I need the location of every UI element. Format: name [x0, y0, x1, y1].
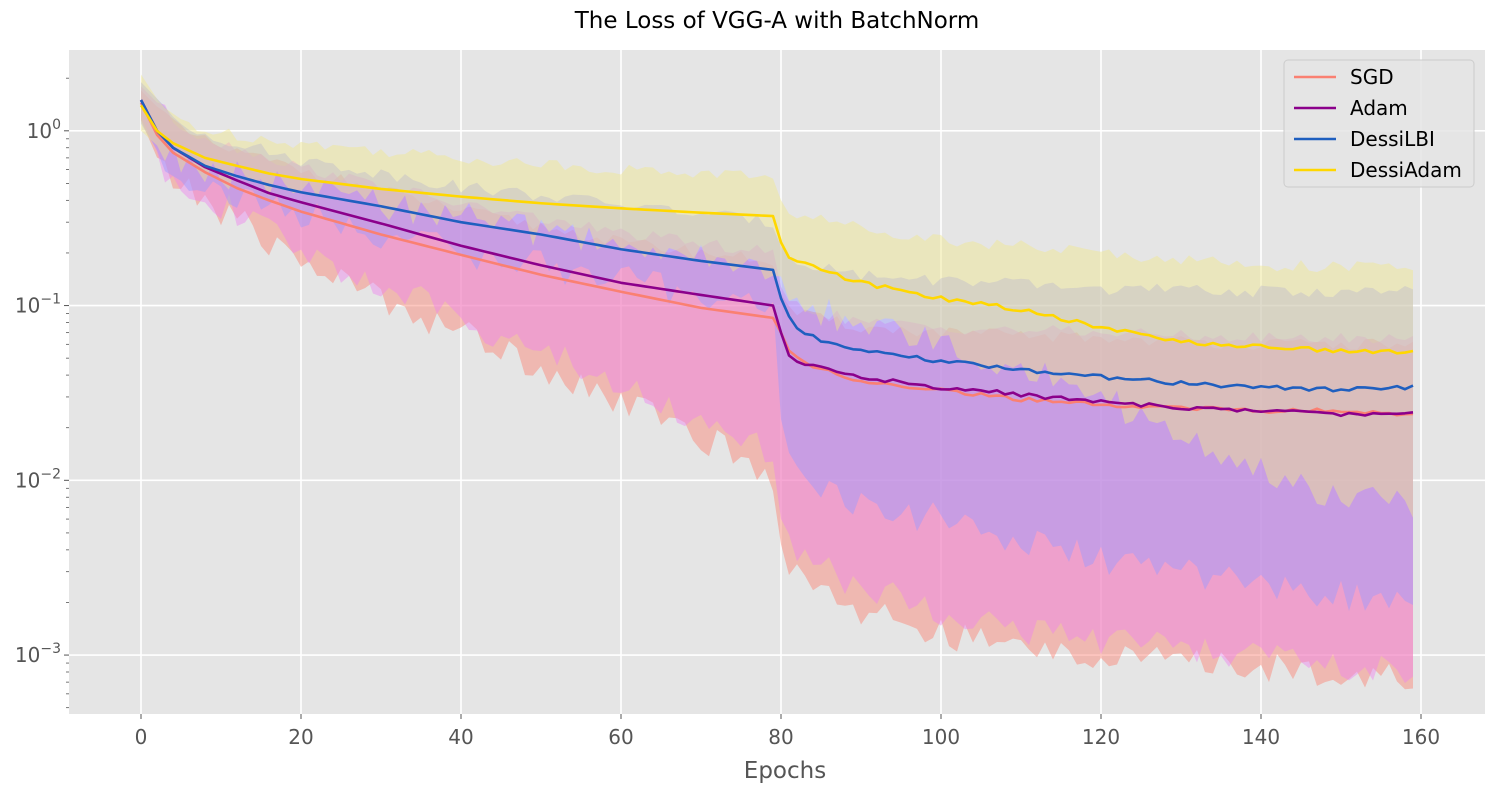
- x-tick-label: 140: [1242, 725, 1280, 749]
- band-dessiadam: [141, 74, 1413, 518]
- band-dessilbi: [141, 82, 1413, 612]
- legend: SGD Adam DessiLBI DessiAdam: [1283, 59, 1475, 188]
- x-tick-label: 160: [1402, 725, 1440, 749]
- x-tick-label: 80: [768, 725, 793, 749]
- series-lines: [139, 99, 1414, 418]
- confidence-bands: [141, 74, 1413, 690]
- band-sgd: [141, 90, 1413, 690]
- line-adam: [139, 99, 1414, 418]
- y-tick-label: 10−1: [15, 292, 61, 318]
- legend-label: DessiLBI: [1350, 127, 1435, 151]
- x-axis: 0 20 40 60 80 100 120 140 160: [135, 714, 1440, 749]
- y-axis: 100 10−1 10−2 10−3: [15, 77, 69, 709]
- legend-box: [1283, 59, 1475, 188]
- x-tick-label: 20: [288, 725, 313, 749]
- legend-label: DessiAdam: [1350, 158, 1462, 182]
- x-tick-label: 40: [448, 725, 473, 749]
- band-adam: [141, 86, 1413, 684]
- x-tick-label: 100: [922, 725, 960, 749]
- line-dessilbi: [139, 99, 1414, 393]
- y-tick-label: 100: [27, 117, 61, 143]
- legend-label: Adam: [1350, 96, 1408, 120]
- y-tick-label: 10−3: [15, 641, 61, 667]
- y-tick-label: 10−2: [15, 466, 61, 492]
- x-axis-label: Epochs: [744, 758, 826, 784]
- legend-label: SGD: [1350, 65, 1394, 89]
- plot-area: [69, 50, 1485, 714]
- x-tick-label: 60: [608, 725, 633, 749]
- chart-title: The Loss of VGG-A with BatchNorm: [574, 8, 980, 34]
- x-tick-label: 120: [1082, 725, 1120, 749]
- line-dessiadam: [139, 104, 1414, 355]
- x-tick-label: 0: [135, 725, 148, 749]
